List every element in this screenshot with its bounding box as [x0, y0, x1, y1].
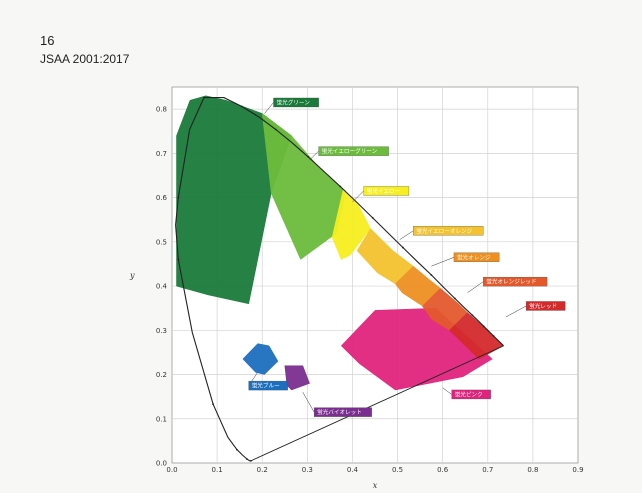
callout-leader — [264, 102, 274, 114]
callout-label: 蛍光イエロー — [367, 187, 401, 195]
callout-leader — [431, 257, 455, 267]
y-tick-label: 0.5 — [156, 238, 167, 246]
callout-box — [453, 252, 500, 262]
locus-marker — [371, 217, 374, 219]
callout-label: 蛍光ブルー — [252, 382, 280, 390]
callout-leader — [467, 281, 484, 293]
locus-marker — [492, 335, 495, 337]
color-regions: 蛍光グリーン蛍光イエローグリーン蛍光イエロー蛍光イエローオレンジ蛍光オレンジ蛍光… — [176, 95, 505, 391]
locus-marker — [430, 274, 433, 276]
callout-蛍光オレンジ: 蛍光オレンジ — [431, 252, 500, 267]
locus-marker — [471, 314, 474, 317]
locus-marker — [453, 297, 456, 300]
callout-蛍光グリーン: 蛍光グリーン — [264, 97, 319, 114]
purple-line — [250, 345, 504, 462]
locus-marker — [236, 448, 238, 451]
region-蛍光イエロー: 蛍光イエロー — [331, 188, 371, 260]
callout-leader — [399, 230, 414, 240]
x-tick-label: 0.3 — [302, 466, 313, 474]
locus-marker — [482, 325, 485, 328]
locus-marker — [241, 105, 243, 108]
locus-marker — [212, 403, 214, 406]
y-tick-label: 0.8 — [156, 106, 167, 114]
y-tick-label: 0.4 — [156, 283, 168, 291]
callout-leader — [352, 190, 364, 203]
callout-box — [525, 301, 566, 311]
callout-蛍光イエロー: 蛍光イエロー — [352, 186, 410, 203]
region-蛍光ブルー: 蛍光ブルー — [242, 343, 279, 375]
spectral-locus-curve — [175, 97, 504, 462]
locus-marker — [203, 96, 205, 99]
spectral-locus — [175, 96, 504, 462]
callout-box — [248, 380, 288, 391]
tick-labels: 0.0 0.1 0.2 0.3 0.4 0.5 0.6 0.7 0.8 0.9 0.0 0.1 0.2 0… — [156, 106, 584, 474]
callout-box — [413, 226, 484, 236]
x-axis-label: x — [373, 481, 378, 490]
y-tick-label: 0.6 — [156, 194, 168, 202]
callout-box — [363, 186, 410, 196]
x-tick-label: 0.9 — [572, 466, 583, 474]
locus-marker — [339, 185, 342, 188]
callout-box — [483, 276, 548, 287]
locus-marker — [402, 246, 404, 249]
y-tick-label: 0.0 — [156, 460, 167, 468]
callout-leader — [442, 387, 452, 395]
x-tick-label: 0.6 — [437, 466, 449, 474]
x-tick-label: 0.2 — [257, 466, 268, 474]
callout-蛍光イエローグリーン: 蛍光イエローグリーン — [309, 146, 389, 161]
locus-marker — [307, 155, 310, 158]
y-tick-label: 0.2 — [156, 371, 167, 379]
callout-label: 蛍光オレンジ — [457, 253, 491, 261]
callout-label: 蛍光グリーン — [277, 98, 311, 106]
callout-蛍光ピンク: 蛍光ピンク — [442, 387, 491, 400]
callout-leader — [505, 305, 527, 318]
x-tick-label: 0.1 — [212, 466, 223, 474]
callout-蛍光レッド: 蛍光レッド — [505, 301, 566, 318]
x-tick-label: 0.8 — [527, 466, 538, 474]
locus-marker — [274, 128, 277, 131]
document-id: JSAA 2001:2017 — [40, 52, 130, 66]
callout-label: 蛍光レッド — [529, 302, 557, 310]
locus-marker — [177, 258, 180, 261]
callout-box — [451, 389, 491, 400]
callout-蛍光イエローオレンジ: 蛍光イエローオレンジ — [399, 226, 484, 240]
locus-marker — [177, 196, 180, 199]
y-tick-label: 0.1 — [156, 415, 167, 423]
x-tick-label: 0.5 — [392, 466, 403, 474]
x-tick-label: 0.0 — [166, 466, 177, 474]
region-callouts: 蛍光グリーン蛍光イエローグリーン蛍光イエロー蛍光イエローオレンジ蛍光オレンジ蛍光… — [248, 97, 566, 417]
y-tick-label: 0.3 — [156, 327, 167, 335]
locus-marker — [250, 459, 252, 462]
callout-leader — [302, 392, 315, 413]
callout-leader — [309, 150, 319, 161]
x-tick-label: 0.4 — [347, 466, 359, 474]
callout-蛍光オレンジレッド: 蛍光オレンジレッド — [467, 276, 548, 293]
callout-蛍光ブルー: 蛍光ブルー — [248, 372, 288, 391]
callout-label: 蛍光イエローオレンジ — [416, 227, 472, 235]
y-axis-label: y — [129, 271, 135, 280]
callout-label: 蛍光ピンク — [455, 390, 483, 398]
x-tick-label: 0.7 — [482, 466, 493, 474]
callout-box — [313, 407, 372, 417]
callout-box — [273, 97, 319, 108]
callout-label: 蛍光バイオレット — [317, 408, 362, 416]
page-number: 16 — [40, 33, 55, 48]
locus-marker — [245, 458, 248, 460]
callout-label: 蛍光オレンジレッド — [486, 278, 536, 286]
callout-蛍光バイオレット: 蛍光バイオレット — [302, 392, 372, 417]
callout-label: 蛍光イエローグリーン — [322, 147, 378, 155]
y-tick-label: 0.7 — [156, 150, 167, 158]
callout-box — [318, 146, 389, 156]
